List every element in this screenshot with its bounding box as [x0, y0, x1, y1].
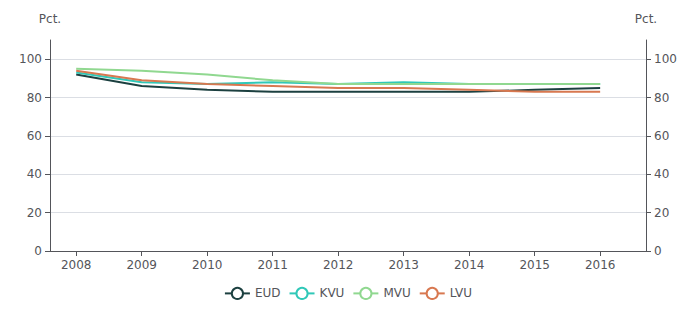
svg-text:Pct.: Pct.	[635, 12, 657, 26]
svg-text:Pct.: Pct.	[39, 12, 61, 26]
svg-text:MVU: MVU	[383, 286, 410, 300]
svg-text:2009: 2009	[126, 258, 157, 272]
svg-text:2013: 2013	[388, 258, 419, 272]
svg-text:40: 40	[27, 167, 42, 181]
svg-text:80: 80	[27, 91, 42, 105]
svg-text:2010: 2010	[192, 258, 223, 272]
svg-text:2016: 2016	[585, 258, 616, 272]
svg-text:0: 0	[34, 244, 42, 258]
svg-text:KVU: KVU	[320, 286, 345, 300]
svg-text:20: 20	[654, 206, 669, 220]
svg-text:2012: 2012	[323, 258, 354, 272]
svg-text:2015: 2015	[519, 258, 550, 272]
svg-text:100: 100	[19, 52, 42, 66]
svg-text:LVU: LVU	[450, 286, 472, 300]
svg-text:2011: 2011	[257, 258, 288, 272]
svg-text:40: 40	[654, 167, 669, 181]
svg-text:20: 20	[27, 206, 42, 220]
svg-text:80: 80	[654, 91, 669, 105]
svg-text:2008: 2008	[61, 258, 92, 272]
svg-text:2014: 2014	[454, 258, 485, 272]
svg-text:60: 60	[654, 129, 669, 143]
svg-text:100: 100	[654, 52, 677, 66]
svg-text:0: 0	[654, 244, 662, 258]
svg-text:60: 60	[27, 129, 42, 143]
svg-text:EUD: EUD	[255, 286, 281, 300]
